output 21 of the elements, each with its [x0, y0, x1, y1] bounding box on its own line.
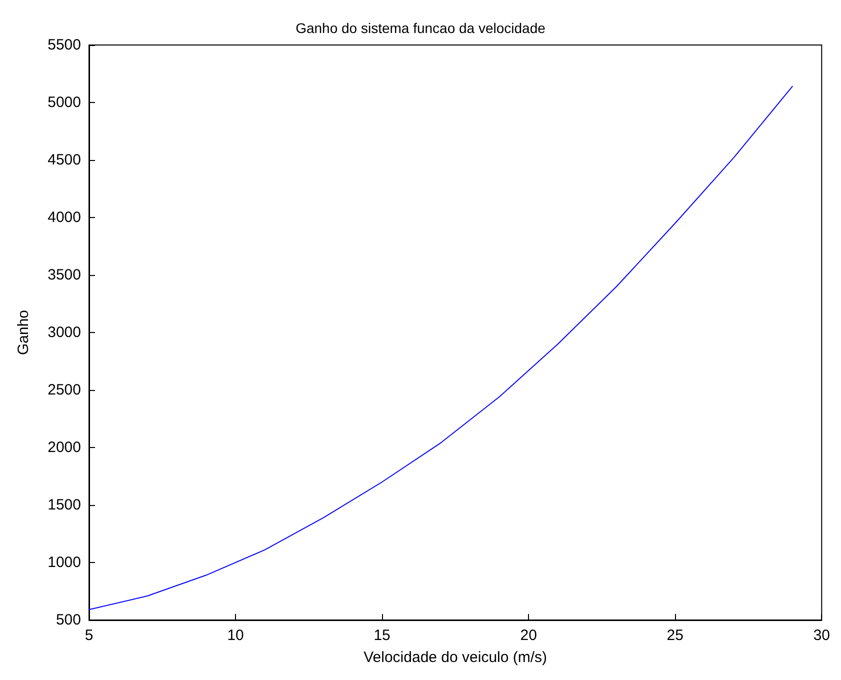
x-tick-label: 30 — [813, 627, 830, 644]
y-tick-label: 4500 — [48, 152, 81, 168]
y-tick-label: 1500 — [48, 496, 81, 514]
x-tick-label: 20 — [520, 627, 537, 644]
y-tick-label: 2500 — [48, 382, 81, 398]
x-tick-label: 5 — [84, 627, 94, 644]
y-tick-label: 500 — [56, 612, 81, 628]
y-tick-label: 4000 — [48, 209, 81, 226]
x-tick-label: 10 — [227, 627, 244, 644]
line-series — [88, 86, 793, 610]
y-axis-title: Ganho — [15, 310, 32, 356]
y-tick-label: 3500 — [48, 266, 81, 284]
y-tick-label: 5500 — [48, 36, 81, 54]
y-tick-label: 1000 — [48, 554, 81, 571]
y-tick-label: 2000 — [48, 439, 81, 456]
y-tick-label: 3000 — [48, 324, 81, 341]
x-axis-title: Velocidade do veiculo (m/s) — [364, 649, 548, 666]
chart-title: Ganho do sistema funcao da velocidade — [296, 20, 546, 36]
x-tick-label: 25 — [666, 627, 684, 644]
y-tick-label: 5000 — [48, 94, 81, 111]
x-tick-label: 15 — [374, 627, 390, 644]
